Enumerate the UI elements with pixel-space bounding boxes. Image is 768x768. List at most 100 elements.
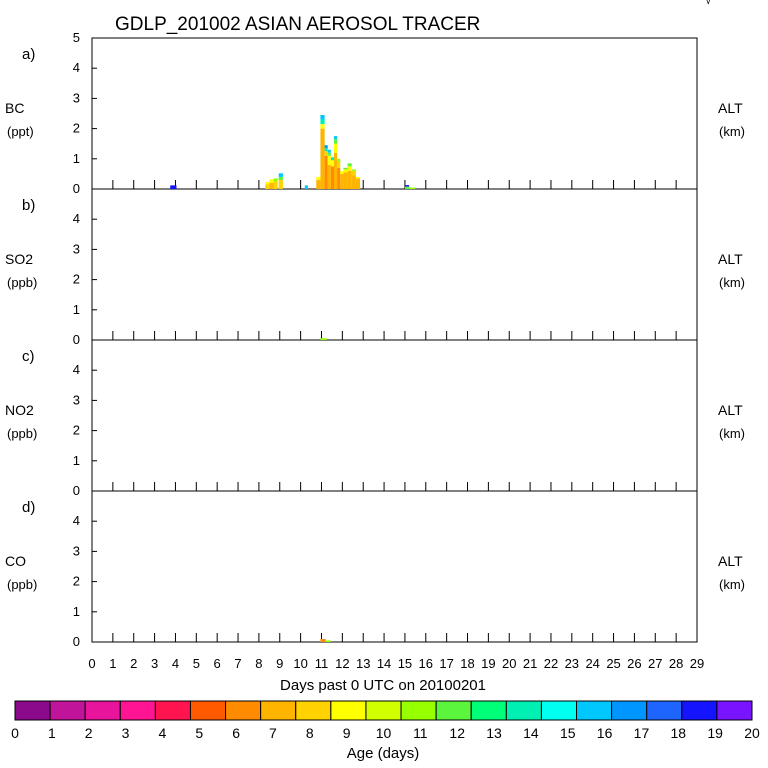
bar-segment [327,164,331,189]
y-tick-label: 3 [73,241,80,256]
colorbar-tick-label: 20 [744,725,760,741]
bar-segment [327,155,331,165]
colorbar-swatch [189,700,227,721]
colorbar-tick-label: 16 [597,725,613,741]
bar-segment [347,166,352,171]
colorbar-tick-label: 12 [449,725,465,741]
bar-segment [330,160,334,167]
panel-letter: a) [22,46,35,63]
x-tick-label: 21 [523,656,537,671]
y-tick-label: 0 [73,483,80,498]
bar-segment [320,115,325,120]
panel-so2: 0 1 2 3 4 b) SO2 (ppb) ALT (km) [5,188,745,347]
colorbar-swatch [330,700,367,721]
x-tick-label: 8 [255,656,262,671]
alt-unit-label: (km) [719,426,745,441]
data-bar [334,136,338,189]
alt-label: ALT [718,100,743,116]
data-bar [343,167,348,189]
colorbar-tick-label: 5 [195,725,203,741]
species-label: BC [5,100,24,116]
colorbar-tick-label: 8 [306,725,314,741]
bar-segment [304,185,308,189]
bar-segment [273,181,278,189]
x-tick-label: 29 [690,656,704,671]
bar-segment [330,166,334,189]
panel-co: 0 1 2 3 4 d) CO (ppb) ALT (km) [5,490,745,649]
alt-unit-label: (km) [719,124,745,139]
x-tick-labels: 0 1 2 3 4 5 6 7 8 9 10 11 12 13 14 15 16 17 18 19 20 21 22 23 24… [88,656,704,671]
bar-segment [327,149,331,153]
x-tick-label: 13 [356,656,370,671]
x-tick-label: 0 [88,656,95,671]
colorbar-tick-label: 18 [671,725,687,741]
y-tick-label: 4 [73,60,80,75]
y-tick-label: 4 [73,362,80,377]
bar-segment [269,179,274,183]
panel-frame [91,188,698,341]
data-bar [337,158,341,189]
y-tick-label: 0 [73,634,80,649]
data-bar [320,638,326,642]
bar-segment [340,170,344,174]
data-bar [316,176,321,189]
bar-segment [334,136,338,140]
colorbar-swatch [646,700,683,721]
x-tick-label: 2 [130,656,137,671]
y-tick-label: 2 [73,272,80,287]
x-tick-label: 6 [214,656,221,671]
bar-segment [347,170,352,189]
bar-segment [327,152,331,156]
y-tick-label: 1 [73,453,80,468]
bar-segment [355,176,361,179]
x-tick-label: 28 [669,656,683,671]
alt-unit-label: (km) [719,577,745,592]
bar-segment [334,143,338,153]
colorbar-swatch [365,700,402,721]
colorbar-tick-label: 14 [523,725,539,741]
bar-segment [278,173,283,177]
bar-segment [278,176,283,180]
species-label: NO2 [5,402,34,418]
bar-segment [324,151,328,156]
colorbar-tick-label: 7 [269,725,277,741]
y-tick-label: 3 [73,543,80,558]
x-tick-label: 26 [627,656,641,671]
bar-segment [265,184,270,189]
panel-frame [91,37,698,190]
data-bar [330,157,334,189]
x-tick-label: 3 [151,656,158,671]
alt-label: ALT [718,402,743,418]
colorbar-swatch [295,700,332,721]
colorbar-swatch [540,700,578,721]
y-tick-label: 3 [73,90,80,105]
bar-segment [409,187,416,189]
data-bar [325,640,331,642]
bar-segment [320,128,325,189]
colorbar-swatch [260,700,297,721]
colorbar-tick-label: 9 [343,725,351,741]
colorbar-tick-label: 1 [48,725,56,741]
data-bar [404,185,410,189]
bar-segment [343,167,348,170]
alt-label: ALT [718,251,743,267]
chart-title: GDLP_201002 ASIAN AEROSOL TRACER [115,14,480,35]
x-tick-label: 4 [172,656,179,671]
x-tick-label: 14 [377,656,391,671]
x-tick-label: 5 [193,656,200,671]
x-axis-label: Days past 0 UTC on 20100201 [280,677,486,694]
data-bar [347,163,352,189]
bar-segment [347,163,352,167]
colorbar-swatch [49,700,86,721]
bar-segment [343,172,348,189]
data-bar [265,182,270,189]
colorbar-tick-label: 3 [122,725,130,741]
data-bar [170,185,177,189]
panel-no2: 0 1 2 3 4 c) NO2 (ppb) ALT (km) [5,339,745,498]
data-bar [278,173,283,189]
colorbar-tick-label: 19 [707,725,723,741]
colorbar-tick-label: 6 [232,725,240,741]
data-bar [273,178,278,189]
x-tick-label: 23 [565,656,579,671]
bar-segment [355,178,361,189]
